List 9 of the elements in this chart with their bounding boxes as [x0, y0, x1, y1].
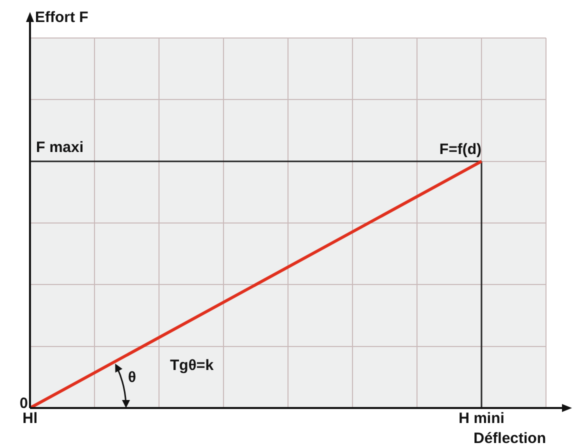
x-axis-title: Déflection: [473, 430, 546, 448]
x-tick-label: Hl: [22, 410, 38, 428]
text: Effort F: [35, 9, 88, 26]
annotation: F=f(d): [439, 140, 482, 158]
text: 0: [20, 395, 28, 412]
annotation: Tgθ=k: [170, 357, 214, 374]
annotation: θ: [128, 369, 136, 386]
ref-line-label: F maxi: [36, 138, 84, 156]
x-tick-label: H mini: [458, 410, 504, 428]
